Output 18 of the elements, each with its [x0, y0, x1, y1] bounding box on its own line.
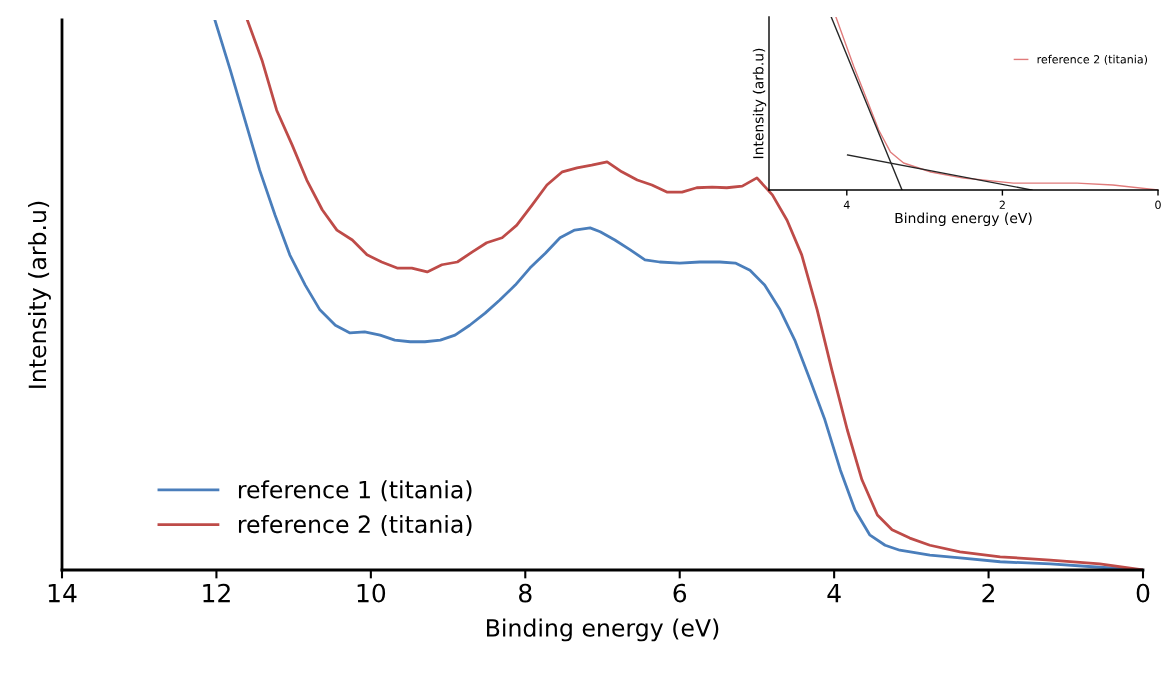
x-tick-label: 10 [357, 583, 386, 603]
x-tick-label: 4 [843, 200, 850, 209]
x-axis-title: Binding energy (eV) [895, 212, 1032, 226]
x-tick-label: 12 [203, 583, 230, 603]
x-tick-label: 4 [827, 583, 841, 603]
x-tick-label: 2 [999, 200, 1005, 209]
x-axis-title: Binding energy (eV) [487, 618, 719, 642]
x-tick-label: 6 [673, 583, 687, 603]
x-tick-label: 0 [1155, 200, 1161, 210]
x-tick-label: 14 [48, 583, 77, 603]
y-axis-title: Intensity (arb.u) [28, 201, 51, 388]
y-axis-title: Intensity (arb.u) [752, 48, 767, 159]
x-tick-label: 2 [982, 583, 995, 603]
legend-label: reference 1 (titania) [238, 480, 472, 502]
legend-label: reference 2 (titania) [1037, 54, 1148, 65]
x-tick-label: 8 [519, 583, 532, 603]
x-tick-label: 0 [1136, 583, 1150, 603]
legend-label: reference 2 (titania) [238, 514, 472, 536]
